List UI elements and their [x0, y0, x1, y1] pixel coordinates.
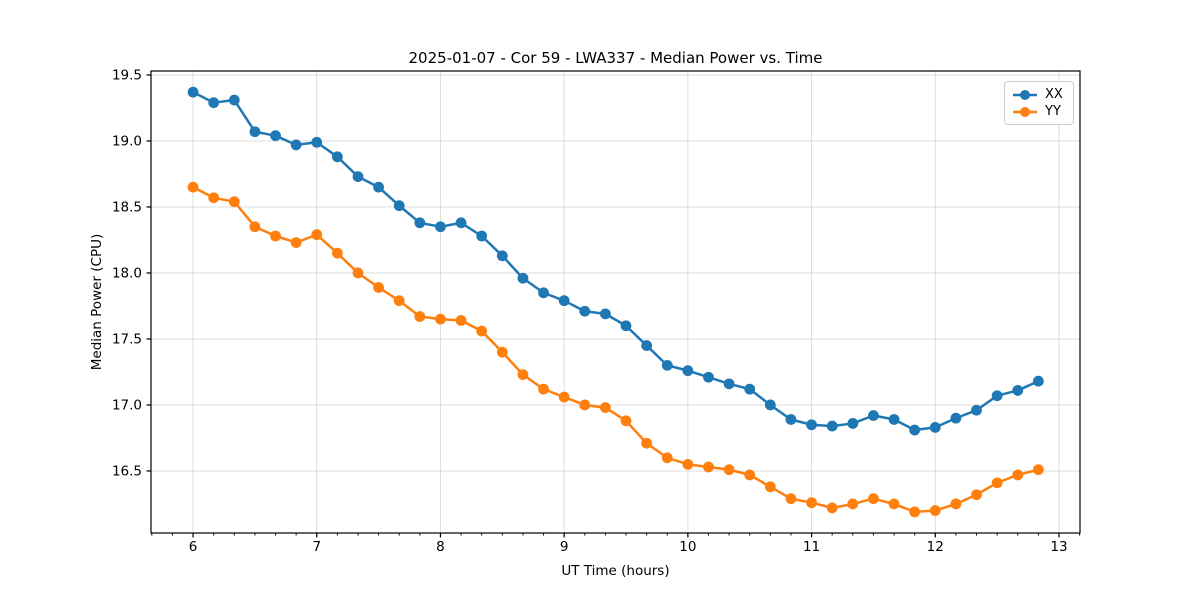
legend-item-xx: XX	[1012, 86, 1066, 103]
svg-text:17.5: 17.5	[112, 332, 142, 348]
svg-text:9: 9	[560, 539, 569, 555]
svg-text:16.5: 16.5	[112, 464, 142, 480]
svg-text:7: 7	[312, 539, 321, 555]
svg-text:6: 6	[189, 539, 198, 555]
legend-marker-1	[1020, 106, 1030, 117]
svg-text:8: 8	[436, 539, 445, 555]
y-axis-label: Median Power (CPU)	[89, 233, 105, 371]
x-axis-label: UT Time (hours)	[561, 563, 670, 579]
legend: XX YY	[1004, 81, 1074, 125]
legend-item-yy: YY	[1012, 103, 1066, 120]
svg-text:10: 10	[679, 539, 696, 555]
svg-text:19.0: 19.0	[112, 134, 142, 150]
svg-text:18.0: 18.0	[112, 266, 142, 282]
legend-label-xx: XX	[1045, 87, 1063, 102]
svg-text:18.5: 18.5	[112, 200, 142, 216]
legend-sample-yy-icon	[1013, 106, 1037, 117]
legend-sample-xx-icon	[1013, 89, 1037, 100]
svg-text:12: 12	[927, 539, 944, 555]
svg-text:13: 13	[1050, 539, 1067, 555]
svg-text:11: 11	[803, 539, 820, 555]
svg-text:17.0: 17.0	[112, 398, 142, 414]
legend-label-yy: YY	[1045, 104, 1061, 119]
svg-text:19.5: 19.5	[112, 68, 142, 84]
chart-title: 2025-01-07 - Cor 59 - LWA337 - Median Po…	[408, 49, 823, 67]
legend-marker-0	[1020, 89, 1030, 100]
